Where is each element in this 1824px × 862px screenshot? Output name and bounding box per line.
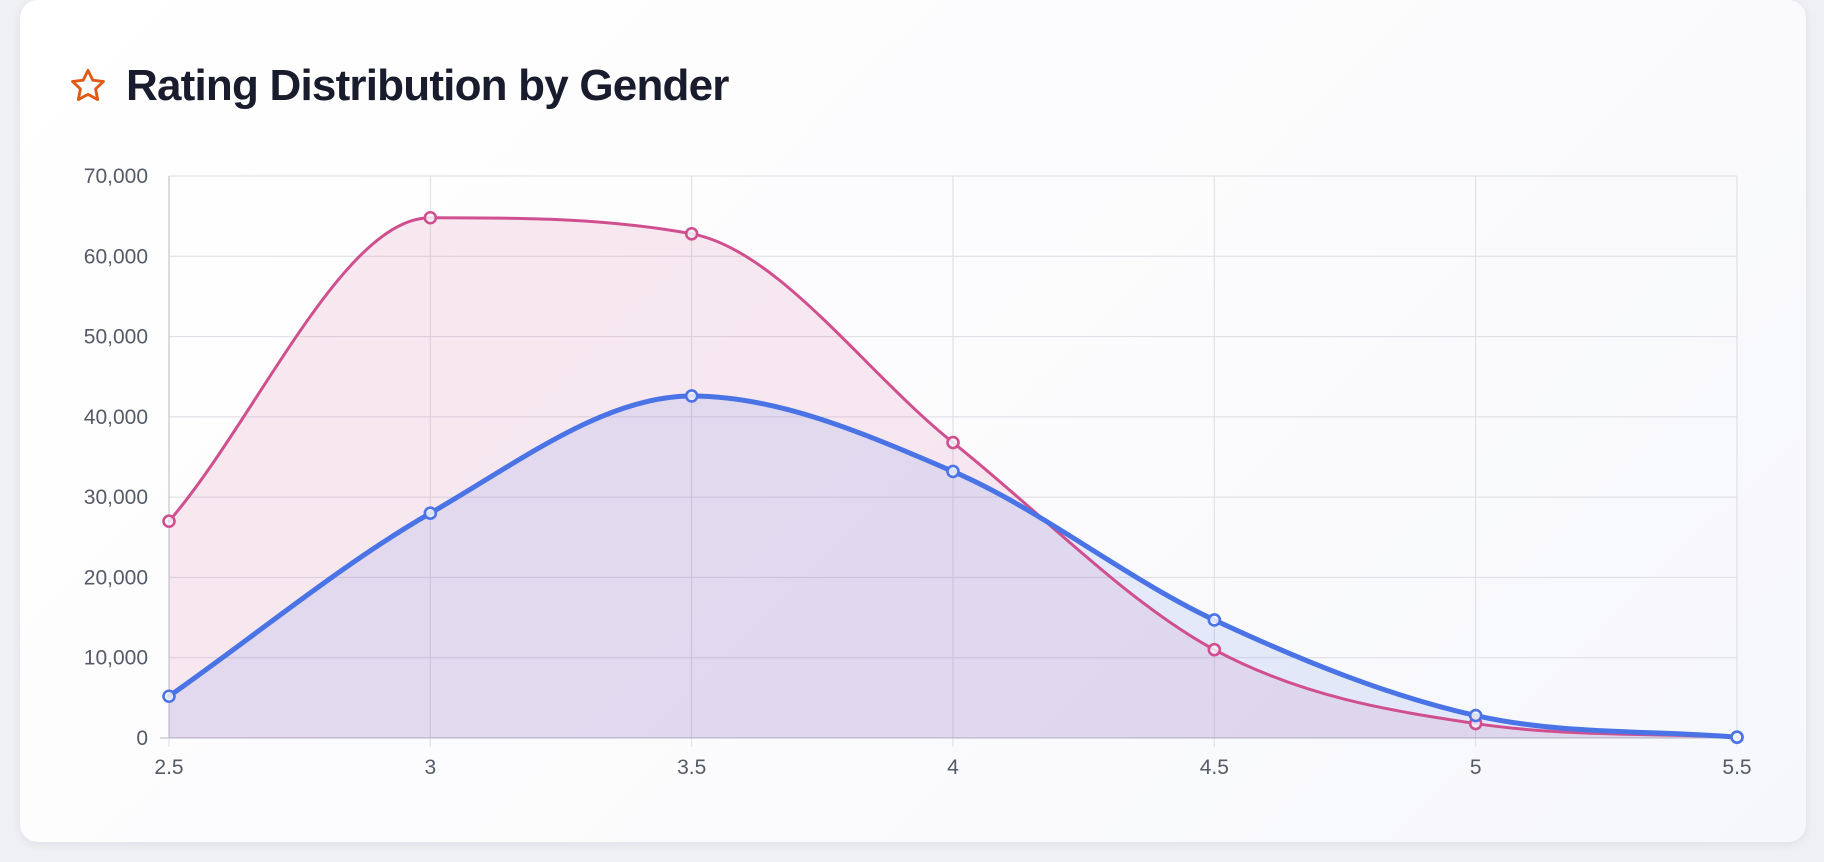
data-point[interactable] (1207, 642, 1222, 657)
data-point[interactable] (162, 514, 176, 529)
y-tick-label: 50,000 (84, 326, 148, 349)
axis-ticks: 0 10,000 20,000 30,000 40,000 50,000 60,000 70,… (84, 165, 1752, 779)
y-tick-label: 10,000 (84, 647, 148, 670)
data-point[interactable] (946, 435, 960, 450)
y-tick-label: 40,000 (84, 406, 148, 429)
x-tick-label: 5.5 (1722, 756, 1751, 779)
x-tick-label: 5 (1470, 756, 1482, 779)
data-point[interactable] (946, 464, 960, 479)
x-tick-label: 3.5 (677, 756, 706, 779)
page-title: Rating Distribution by Gender (126, 61, 729, 110)
star-icon (68, 66, 108, 106)
data-point[interactable] (684, 389, 699, 403)
grid (160, 175, 1738, 747)
y-tick-label: 70,000 (84, 165, 148, 188)
series-area-1 (169, 395, 1737, 738)
x-tick-label: 3 (424, 756, 436, 779)
series-points (162, 210, 1744, 744)
x-tick-label: 4 (947, 756, 959, 779)
y-tick-label: 20,000 (84, 566, 148, 589)
data-point[interactable] (1468, 708, 1483, 723)
chart-header: Rating Distribution by Gender (68, 56, 729, 116)
data-point[interactable] (423, 210, 438, 225)
data-point[interactable] (684, 227, 699, 241)
chart-card: Rating Distribution by Gender (20, 0, 1806, 842)
data-point[interactable] (423, 506, 438, 521)
y-tick-label: 0 (136, 727, 148, 750)
data-point[interactable] (1730, 730, 1744, 744)
data-point[interactable] (1207, 613, 1222, 627)
y-tick-label: 30,000 (84, 486, 148, 509)
y-tick-label: 60,000 (84, 245, 148, 268)
x-tick-label: 4.5 (1200, 756, 1229, 779)
data-point[interactable] (162, 689, 176, 704)
x-tick-label: 2.5 (154, 756, 183, 779)
